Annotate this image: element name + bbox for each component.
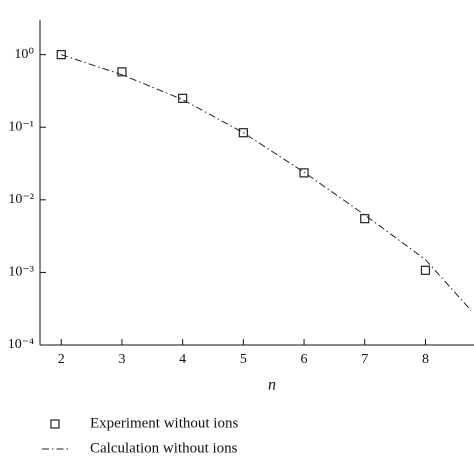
y-tick-label: 10⁻¹ <box>8 119 34 134</box>
legend-marker <box>50 419 60 429</box>
legend-label: Experiment without ions <box>90 415 238 431</box>
y-tick-label: 10⁻⁴ <box>8 337 34 352</box>
x-tick-label: 8 <box>422 352 429 367</box>
x-tick-label: 2 <box>58 352 65 367</box>
x-axis-label: n <box>268 377 276 394</box>
x-tick-label: 5 <box>240 352 247 367</box>
data-point <box>178 93 188 103</box>
data-point <box>360 214 370 224</box>
y-tick-label: 10⁰ <box>14 47 34 62</box>
data-point <box>420 265 431 275</box>
legend-label: Calculation without ions <box>90 440 238 456</box>
y-tick-label: 10⁻² <box>8 192 34 207</box>
data-line <box>61 54 472 311</box>
x-tick-label: 7 <box>361 352 368 367</box>
x-tick-label: 6 <box>301 352 308 367</box>
data-point <box>299 168 309 178</box>
data-point <box>117 67 127 77</box>
x-tick-label: 3 <box>118 352 125 367</box>
y-tick-label: 10⁻³ <box>8 265 34 280</box>
x-tick-label: 4 <box>179 352 186 367</box>
